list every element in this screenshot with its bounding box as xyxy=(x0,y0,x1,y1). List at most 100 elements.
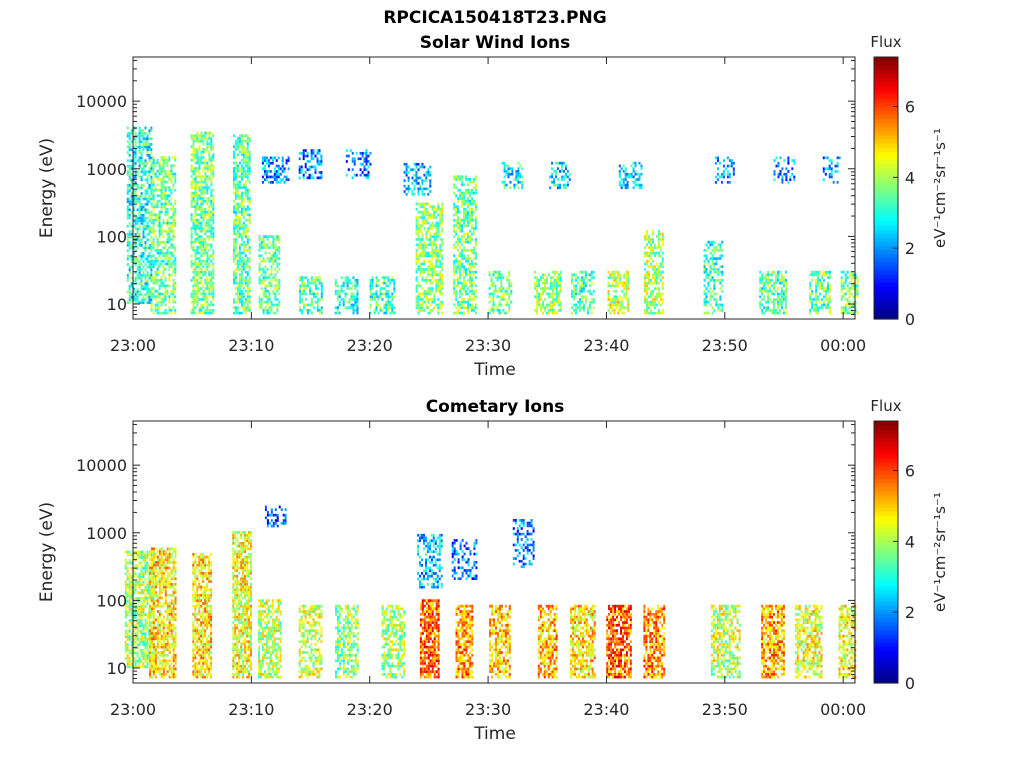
heatmap-cell xyxy=(299,284,302,288)
heatmap-cell xyxy=(653,268,656,271)
heatmap-cell xyxy=(258,295,261,299)
heatmap-cell xyxy=(586,311,589,315)
heatmap-cell xyxy=(174,208,177,211)
heatmap-cell xyxy=(661,270,664,274)
heatmap-cell xyxy=(429,289,432,293)
heatmap-cell xyxy=(246,270,249,274)
heatmap-cell xyxy=(192,148,195,151)
heatmap-cell xyxy=(194,191,197,195)
heatmap-cell xyxy=(575,292,577,296)
heatmap-cell xyxy=(208,131,211,135)
heatmap-cell xyxy=(713,287,716,290)
heatmap-cell xyxy=(536,300,539,304)
heatmap-cell xyxy=(625,289,628,293)
heatmap-cell xyxy=(240,265,243,268)
heatmap-cell xyxy=(621,284,624,288)
heatmap-cell xyxy=(441,262,444,266)
heatmap-cell xyxy=(198,270,201,274)
heatmap-cell xyxy=(611,298,614,301)
heatmap-cell xyxy=(474,221,477,225)
x-tick-label: 23:00 xyxy=(110,336,156,355)
heatmap-cell xyxy=(500,311,503,315)
heatmap-cell xyxy=(457,224,460,228)
heatmap-cell xyxy=(657,270,660,274)
heatmap-cell xyxy=(258,254,261,258)
heatmap-cell xyxy=(128,298,131,302)
heatmap-cell xyxy=(299,292,302,296)
heatmap-cell xyxy=(566,183,569,187)
heatmap-cell xyxy=(391,303,394,307)
heatmap-cell xyxy=(164,309,167,312)
heatmap-cell xyxy=(158,254,161,258)
heatmap-cell xyxy=(212,199,215,203)
heatmap-cell xyxy=(130,181,133,184)
heatmap-cell xyxy=(457,235,460,238)
heatmap-cell xyxy=(158,164,161,168)
heatmap-cell xyxy=(356,300,359,304)
heatmap-cell xyxy=(150,274,153,277)
heatmap-cell xyxy=(168,186,171,189)
heatmap-cell xyxy=(146,227,149,231)
heatmap-cell xyxy=(375,281,378,285)
heatmap-cell xyxy=(320,289,323,293)
heatmap-cell xyxy=(721,181,723,184)
heatmap-cell xyxy=(553,284,556,288)
heatmap-cell xyxy=(164,202,167,206)
heatmap-cell xyxy=(204,224,207,228)
heatmap-cell xyxy=(661,265,664,268)
heatmap-cell xyxy=(242,150,245,154)
heatmap-cell xyxy=(270,273,273,277)
heatmap-cell xyxy=(413,162,416,166)
heatmap-cell xyxy=(194,205,197,208)
heatmap-cell xyxy=(577,300,579,304)
heatmap-cell xyxy=(461,191,464,195)
heatmap-cell xyxy=(156,270,159,274)
heatmap-cell xyxy=(417,216,420,219)
heatmap-cell xyxy=(711,279,714,282)
heatmap-cell xyxy=(306,176,309,180)
heatmap-cell xyxy=(156,240,159,244)
heatmap-cell xyxy=(463,276,466,279)
heatmap-cell xyxy=(344,279,347,282)
heatmap-cell xyxy=(128,287,131,291)
heatmap-cell xyxy=(144,145,147,149)
heatmap-cell xyxy=(413,193,416,196)
heatmap-cell xyxy=(152,229,155,233)
heatmap-cell xyxy=(320,287,323,290)
colorbar-swatch xyxy=(874,142,898,148)
heatmap-cell xyxy=(242,197,245,200)
heatmap-cell xyxy=(352,292,355,296)
heatmap-cell xyxy=(467,249,469,252)
heatmap-cell xyxy=(344,306,347,309)
heatmap-cell xyxy=(196,131,199,135)
heatmap-cell xyxy=(463,191,466,195)
heatmap-cell xyxy=(613,289,616,293)
heatmap-cell xyxy=(607,309,610,312)
heatmap-cell xyxy=(441,257,444,260)
heatmap-cell xyxy=(761,276,764,279)
heatmap-cell xyxy=(644,262,647,266)
heatmap-cell xyxy=(300,168,303,171)
heatmap-cell xyxy=(136,265,139,269)
heatmap-cell xyxy=(784,311,787,315)
heatmap-cell xyxy=(258,257,261,260)
heatmap-cell xyxy=(200,221,203,225)
heatmap-cell xyxy=(415,202,418,206)
heatmap-cell xyxy=(513,183,516,187)
heatmap-cell xyxy=(208,303,211,307)
heatmap-cell xyxy=(266,284,269,288)
heatmap-cell xyxy=(488,295,491,299)
heatmap-cell xyxy=(234,188,237,192)
colorbar-swatch xyxy=(874,171,898,177)
heatmap-cell xyxy=(198,276,201,279)
heatmap-cell xyxy=(365,152,368,155)
heatmap-cell xyxy=(439,262,442,266)
heatmap-cell xyxy=(302,176,305,180)
heatmap-cell xyxy=(208,227,211,230)
heatmap-cell xyxy=(301,281,304,285)
heatmap-cell xyxy=(134,213,137,217)
heatmap-cell xyxy=(824,156,827,160)
heatmap-cell xyxy=(244,156,247,159)
heatmap-cell xyxy=(423,221,426,225)
heatmap-cell xyxy=(246,172,249,176)
